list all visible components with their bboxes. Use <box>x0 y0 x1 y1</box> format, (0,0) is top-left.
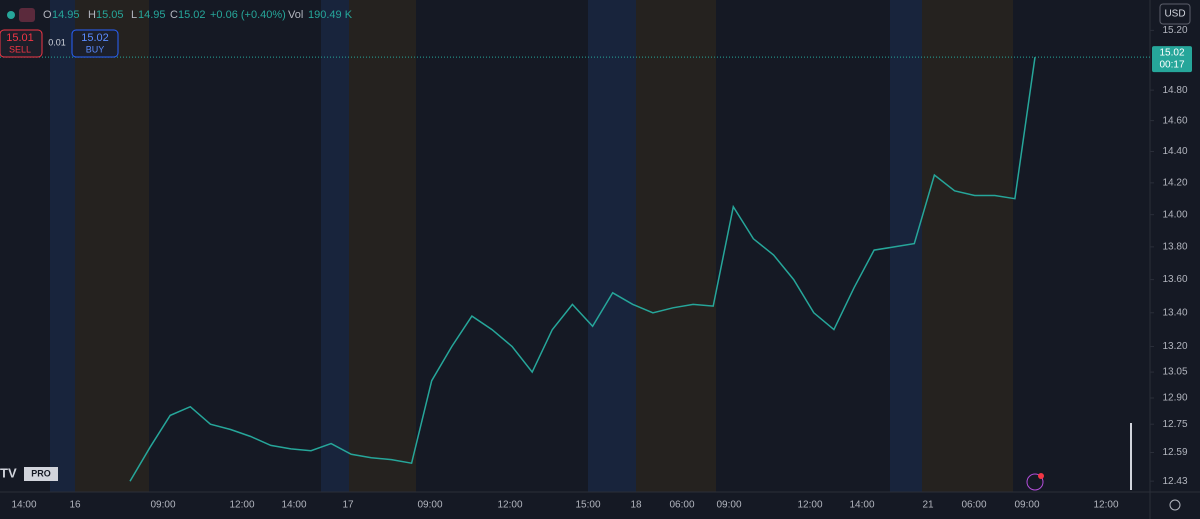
y-tick-label: 12.59 <box>1162 447 1187 458</box>
x-tick-label: 14:00 <box>11 500 36 511</box>
header-change: +0.06 (+0.40%) <box>210 9 286 21</box>
header-close: 15.02 <box>178 9 206 21</box>
postmarket <box>636 0 716 492</box>
y-tick-label: 13.40 <box>1162 307 1187 318</box>
x-tick-label: 09:00 <box>1014 500 1039 511</box>
x-tick-label: 16 <box>69 500 81 511</box>
session-bands <box>50 0 1013 492</box>
x-tick-label: 09:00 <box>417 500 442 511</box>
last-price-label: 15.02 <box>1159 48 1184 59</box>
y-tick-label: 12.90 <box>1162 393 1187 404</box>
y-tick-label: 13.20 <box>1162 341 1187 352</box>
x-tick-label: 09:00 <box>150 500 175 511</box>
premarket <box>588 0 636 492</box>
x-tick-label: 06:00 <box>669 500 694 511</box>
buy-button[interactable] <box>71 29 119 58</box>
premarket <box>321 0 349 492</box>
indicator-icon[interactable] <box>19 8 35 22</box>
y-tick-label: 13.60 <box>1162 274 1187 285</box>
header-o: O <box>43 9 52 21</box>
header-h: H <box>88 9 96 21</box>
y-tick-label: 12.75 <box>1162 419 1187 430</box>
postmarket <box>349 0 416 492</box>
header-high: 15.05 <box>96 9 124 21</box>
y-tick-label: 14.20 <box>1162 178 1187 189</box>
y-tick-label: 14.80 <box>1162 85 1187 96</box>
x-tick-label: 15:00 <box>575 500 600 511</box>
logo: PRO <box>31 468 51 478</box>
logo-box <box>24 467 58 481</box>
header-vol: Vol <box>288 9 303 21</box>
x-tick-label: 06:00 <box>961 500 986 511</box>
y-tick-label: 13.80 <box>1162 242 1187 253</box>
x-tick-label: 21 <box>922 500 934 511</box>
notif-dot <box>1038 473 1044 479</box>
x-tick-label: 14:00 <box>849 500 874 511</box>
x-tick-label: 12:00 <box>797 500 822 511</box>
header-l: L <box>131 9 137 21</box>
header-volume: 190.49 K <box>308 9 353 21</box>
y-tick-label: 14.60 <box>1162 115 1187 126</box>
last-price-box <box>1152 46 1192 73</box>
countdown: 00:17 <box>1159 60 1184 71</box>
x-tick-label: 12:00 <box>229 500 254 511</box>
y-tick-label: 14.40 <box>1162 146 1187 157</box>
buy-label: BUY <box>86 44 105 54</box>
buy-price: 15.02 <box>81 32 109 44</box>
settings-icon[interactable] <box>1169 499 1181 511</box>
y-tick-label: 13.05 <box>1162 367 1187 378</box>
postmarket <box>922 0 1013 492</box>
premarket <box>890 0 922 492</box>
sell-price: 15.01 <box>6 32 34 44</box>
x-tick-label: 12:00 <box>1093 500 1118 511</box>
y-tick-label: 12.43 <box>1162 476 1187 487</box>
premarket <box>50 0 75 492</box>
sell-button[interactable] <box>0 29 43 58</box>
x-tick-label: 17 <box>342 500 354 511</box>
sell-label: SELL <box>9 44 31 54</box>
currency: USD <box>1164 9 1185 20</box>
spread: 0.01 <box>48 37 66 47</box>
x-tick-label: 12:00 <box>497 500 522 511</box>
y-tick-label: 14.00 <box>1162 209 1187 220</box>
currency-button[interactable] <box>1159 3 1191 25</box>
x-tick-label: 09:00 <box>716 500 741 511</box>
header-c: C <box>170 9 178 21</box>
header-open: 14.95 <box>52 9 80 21</box>
postmarket <box>75 0 149 492</box>
header-low: 14.95 <box>138 9 166 21</box>
x-tick-label: 18 <box>630 500 642 511</box>
status-dot <box>7 11 15 19</box>
logo-mark: TV <box>0 465 17 480</box>
x-tick-label: 14:00 <box>281 500 306 511</box>
price-line <box>129 56 1036 482</box>
lightning-icon[interactable] <box>1026 473 1044 491</box>
y-tick-label: 15.20 <box>1162 25 1187 36</box>
